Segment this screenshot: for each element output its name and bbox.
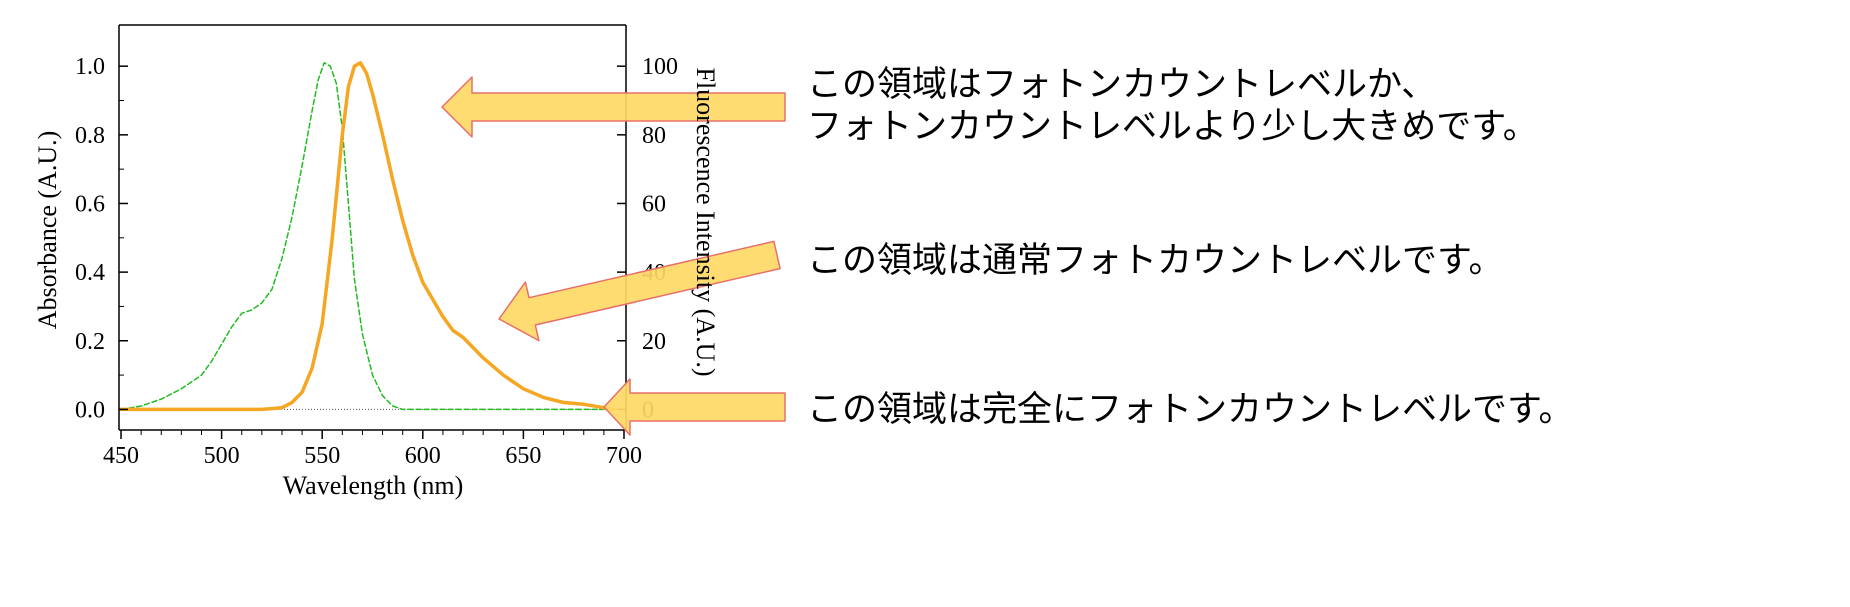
x-tick-label: 500	[204, 443, 240, 469]
absorbance-series-line	[120, 62, 605, 411]
x-tick-label: 650	[505, 443, 541, 469]
y-tick-label: 0.4	[75, 260, 105, 286]
annotation-text-3: この領域は完全にフォトンカウントレベルです。	[807, 390, 1574, 430]
x-axis-label: Wavelength (nm)	[283, 471, 464, 500]
x-tick-label: 600	[405, 443, 441, 469]
x-tick-label: 550	[304, 443, 340, 469]
y-tick-label: 0.8	[75, 123, 105, 149]
annotation-text-2: この領域は通常フォトカウントレベルです。	[807, 241, 1504, 281]
y-tick-label: 1.0	[75, 54, 105, 80]
annotation-arrows	[441, 76, 786, 436]
y2-axis-label: Fluorescence Intensity (A.U.)	[691, 67, 720, 376]
annotation-text-1-line-1: この領域はフォトンカウントレベルか、	[807, 65, 1437, 105]
arrow-1	[441, 76, 786, 138]
y-tick-label: 0.6	[75, 191, 105, 217]
y2-tick-label: 20	[642, 329, 666, 355]
arrow-3	[603, 378, 786, 436]
arrow-2	[498, 240, 781, 342]
plot-area	[119, 61, 626, 412]
y2-tick-label: 100	[642, 54, 678, 80]
axes: 4505005506006507000.00.20.40.60.81.00204…	[75, 24, 678, 469]
fluorescence-series-line	[119, 61, 616, 412]
x-tick-label: 700	[606, 443, 642, 469]
y-axis-label: Absorbance (A.U.)	[33, 131, 62, 330]
x-tick-label: 450	[103, 443, 139, 469]
y2-tick-label: 80	[642, 123, 666, 149]
annotation-text-1-line-2: フォトンカウントレベルより少し大きめです。	[807, 107, 1538, 147]
y2-tick-label: 60	[642, 191, 666, 217]
y-tick-label: 0.0	[75, 397, 105, 423]
y-tick-label: 0.2	[75, 329, 105, 355]
